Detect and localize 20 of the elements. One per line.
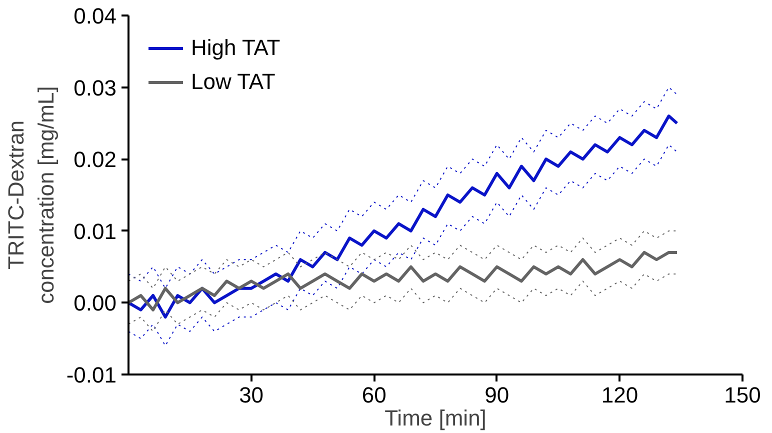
line-series [128, 273, 678, 332]
y-axis-title: TRITC-Dextran concentration [mg/mL] [3, 86, 58, 304]
line-series [128, 114, 679, 319]
y-tick-label: 0.00 [74, 290, 117, 316]
y-tick-label: -0.01 [66, 362, 117, 388]
y-tick-label: 0.01 [74, 218, 117, 244]
x-tick-label: 60 [362, 382, 386, 408]
y-tick-label: 0.03 [74, 75, 117, 100]
y-tick-label: 0.02 [74, 147, 117, 172]
line-series [128, 144, 678, 346]
y-tick-label: 0.04 [74, 4, 117, 28]
x-tick-label: 120 [601, 382, 638, 408]
x-axis-title: Time [min] [384, 406, 486, 430]
x-tick-label: 30 [239, 382, 264, 408]
x-tick-label: 90 [484, 382, 510, 408]
legend-label: High TAT [191, 35, 280, 61]
legend-label: Low TAT [191, 69, 276, 95]
line-series [128, 250, 679, 312]
line-series [128, 230, 678, 289]
x-tick-label: 150 [724, 382, 761, 408]
